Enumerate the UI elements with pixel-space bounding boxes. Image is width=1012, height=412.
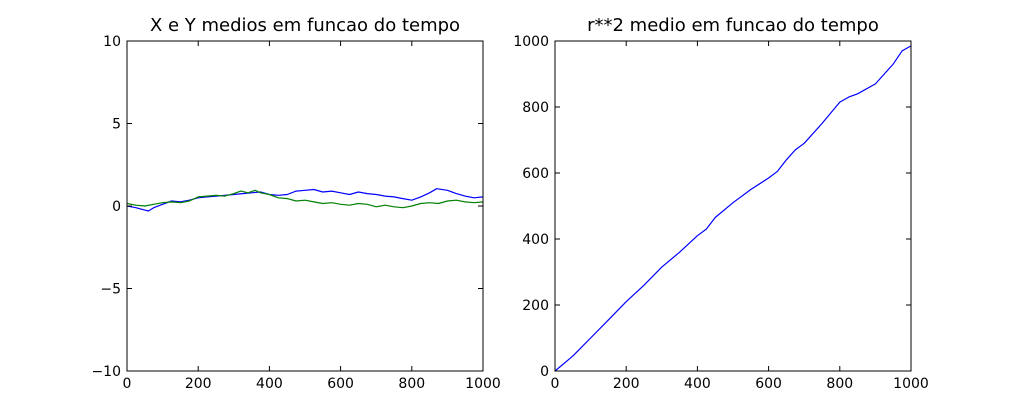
x-tick-label: 1000 (465, 376, 501, 392)
left-plot-xy-means: X e Y medios em funcao do tempo 0 200 400 60… (91, 15, 500, 392)
chart-title: r**2 medio em funcao do tempo (587, 15, 879, 36)
x-tick-label: 400 (256, 376, 283, 392)
x-tick-label: 200 (185, 376, 212, 392)
x-tick-label: 600 (327, 376, 354, 392)
y-tick-label: 1000 (513, 34, 549, 50)
y-tick-label: 800 (522, 100, 549, 116)
x-tick-label: 1000 (893, 376, 929, 392)
y-tick-label: 5 (112, 117, 121, 133)
y-tick-label: −5 (100, 282, 121, 298)
series-line-0 (126, 188, 484, 212)
y-tick-label: 600 (522, 166, 549, 182)
y-tick-label: 200 (522, 298, 549, 314)
y-tick-label: 400 (522, 232, 549, 248)
x-tick-label: 0 (123, 376, 132, 392)
series-line-0 (554, 45, 912, 372)
x-tick-label: 800 (826, 376, 853, 392)
plot-frame (126, 40, 484, 372)
x-tick-label: 600 (755, 376, 782, 392)
x-tick-label: 0 (551, 376, 560, 392)
x-tick-label: 200 (613, 376, 640, 392)
y-tick-label: −10 (91, 364, 121, 380)
y-tick-label: 10 (103, 34, 121, 50)
plot-frame (554, 40, 912, 372)
right-plot-r2-mean: r**2 medio em funcao do tempo 0 200 400 600 8… (513, 15, 928, 392)
y-tick-label: 0 (112, 199, 121, 215)
x-tick-label: 800 (398, 376, 425, 392)
series-line-1 (126, 189, 484, 209)
chart-title: X e Y medios em funcao do tempo (150, 15, 460, 36)
y-tick-label: 0 (540, 364, 549, 380)
x-tick-label: 400 (684, 376, 711, 392)
